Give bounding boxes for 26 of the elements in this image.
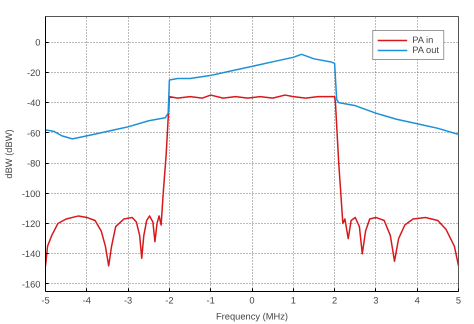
y-tick-label: -140 [22, 249, 40, 260]
y-tick-label: -160 [22, 279, 40, 290]
y-tick-label: -60 [27, 128, 40, 138]
y-axis-title: dBW (dBW) [4, 129, 14, 179]
x-tick-label: 3 [373, 296, 379, 306]
y-tick-label: -20 [27, 68, 40, 78]
x-tick-label: -5 [41, 296, 50, 306]
x-tick-label: -3 [124, 296, 132, 306]
y-tick-label: -80 [27, 158, 40, 169]
legend-label: PA out [412, 45, 439, 55]
x-tick-label: -1 [206, 296, 215, 306]
x-tick-label: -4 [82, 296, 91, 306]
line-series [46, 94, 458, 267]
legend-label: PA in [412, 35, 434, 45]
x-tick-label: 1 [290, 296, 296, 306]
x-tick-label: -2 [165, 296, 174, 306]
y-tick-label: -120 [22, 219, 40, 230]
y-tick-label: -100 [22, 188, 40, 199]
y-tick-label: 0 [35, 38, 41, 48]
x-tick-label: 5 [456, 296, 462, 306]
x-axis-title: Frequency (MHz) [216, 312, 288, 322]
x-tick-label: 4 [414, 296, 420, 306]
x-tick-label: 0 [249, 296, 255, 306]
x-tick-label: 2 [332, 296, 338, 306]
y-tick-label: -40 [27, 98, 40, 108]
line-series [46, 54, 458, 140]
